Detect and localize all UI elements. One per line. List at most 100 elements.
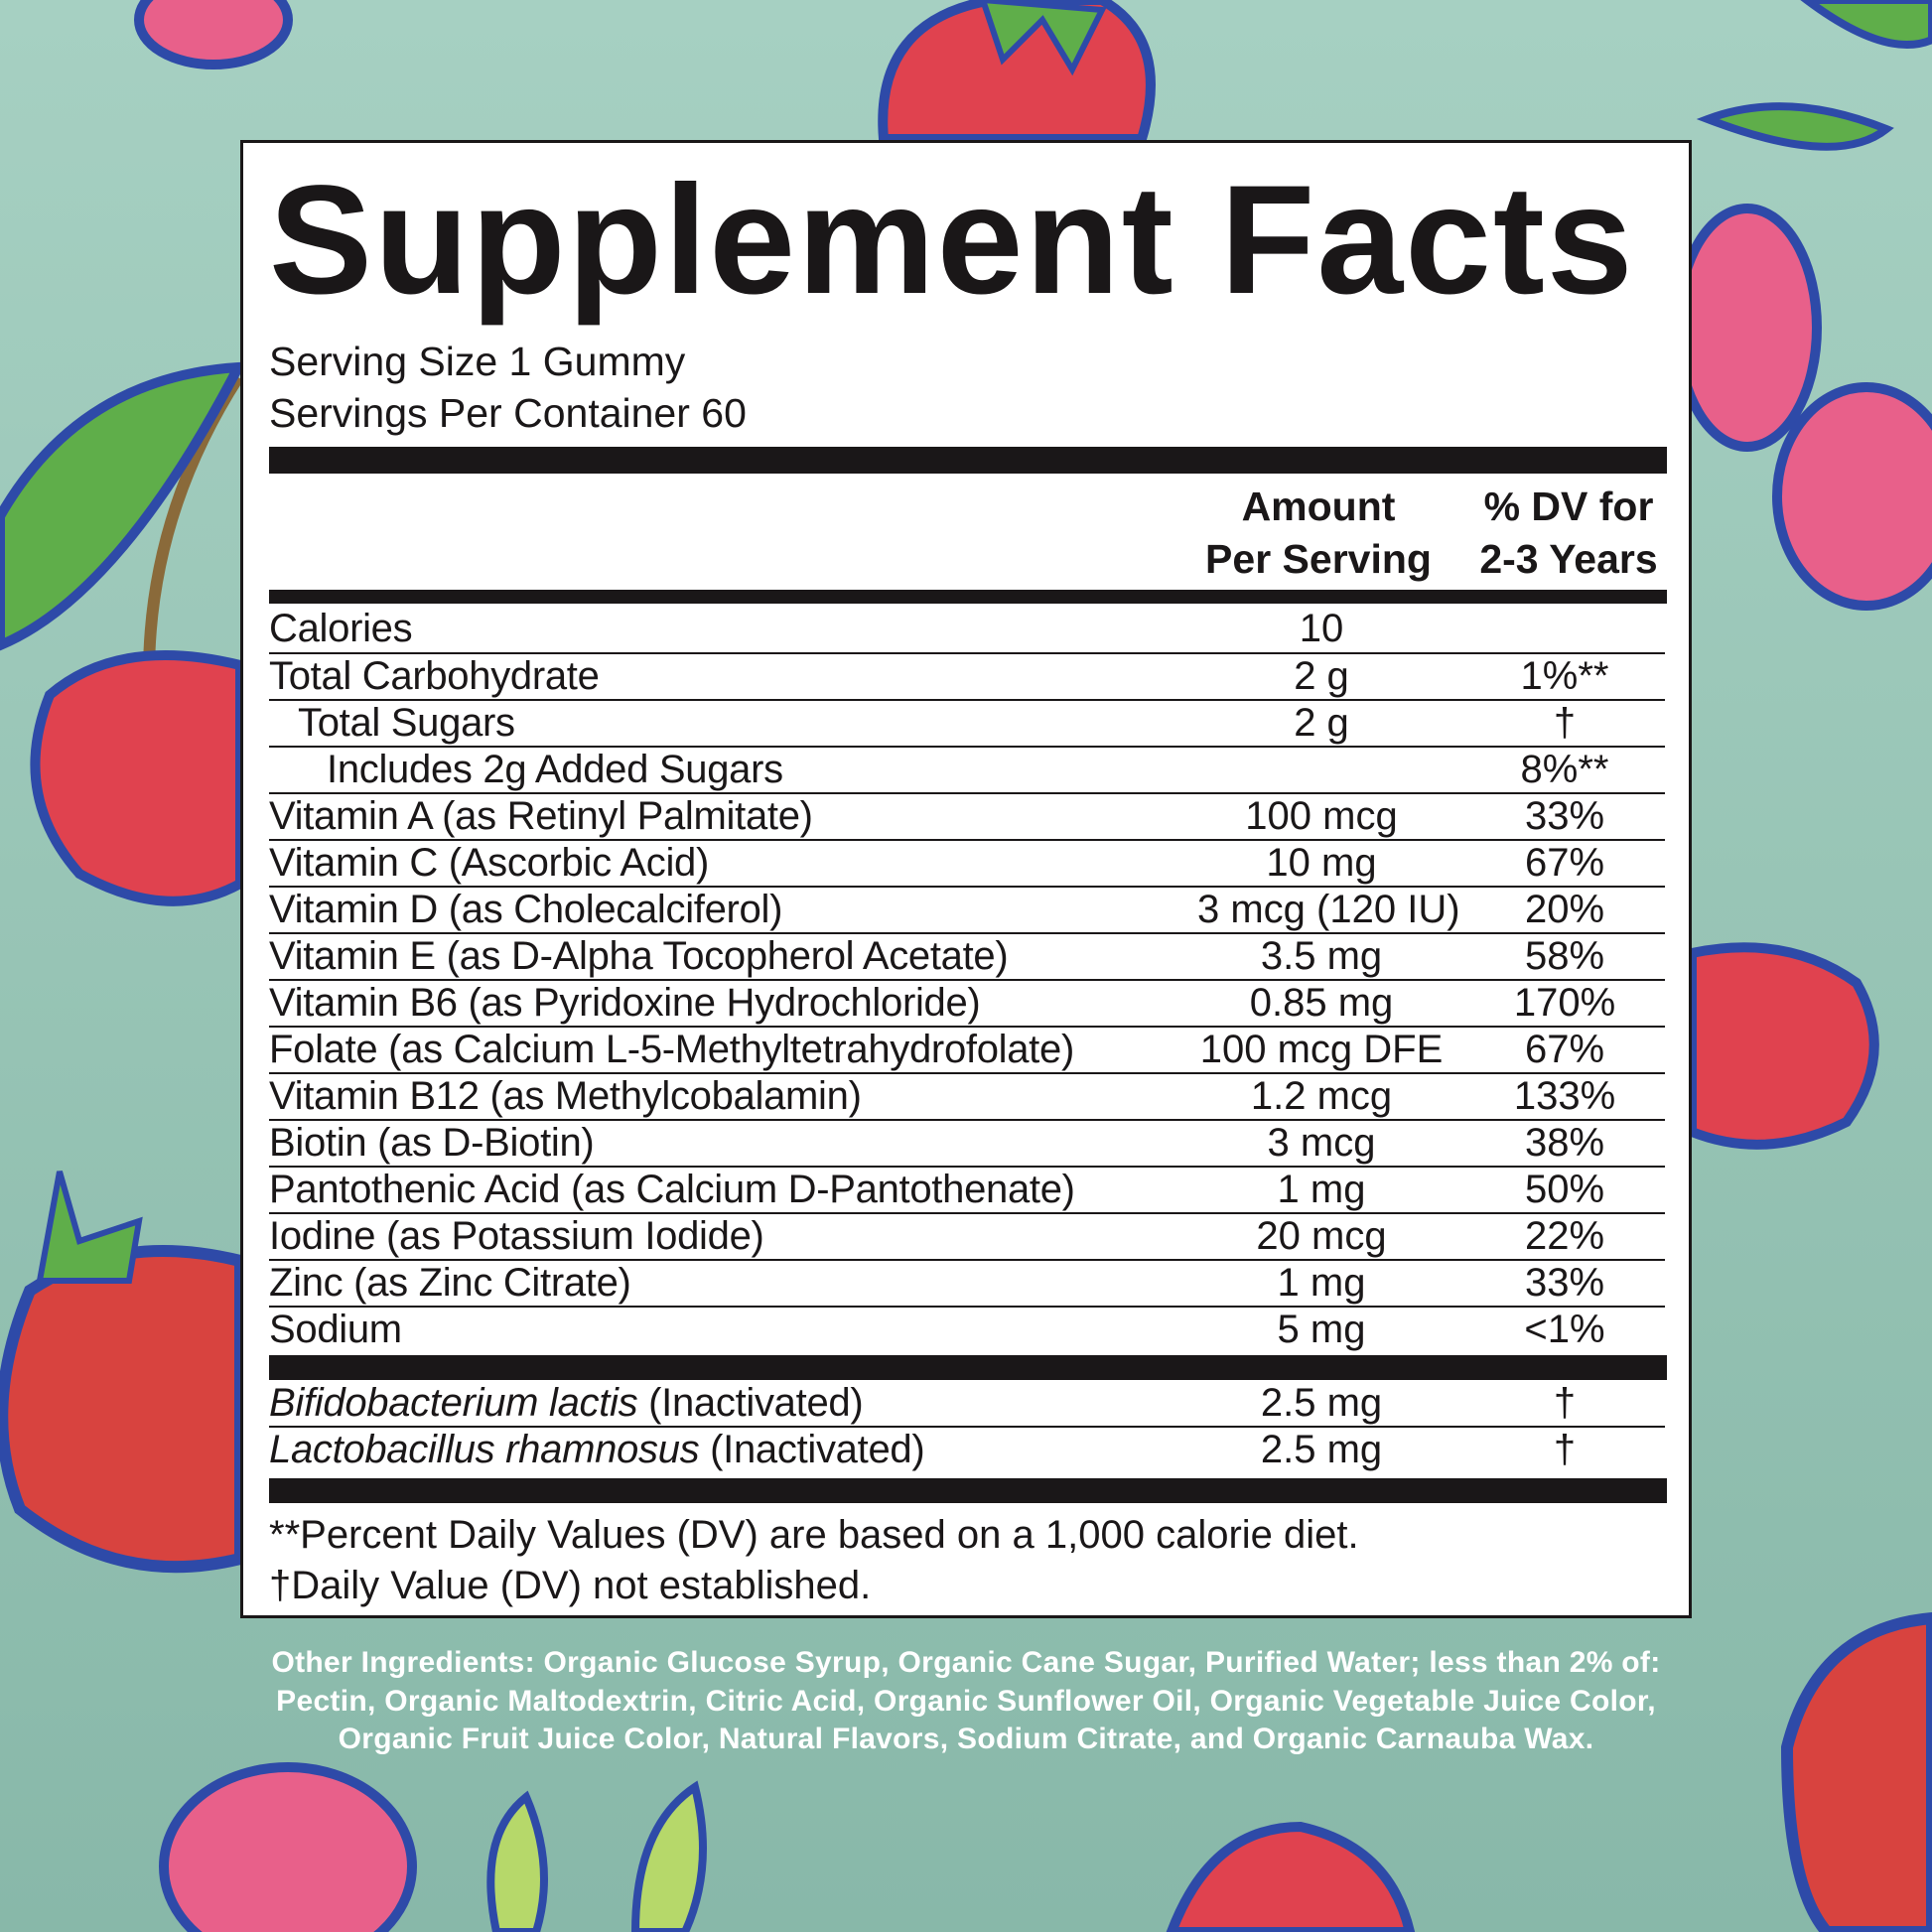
nutrient-name: Biotin (as D-Biotin) bbox=[269, 1121, 595, 1165]
nutrient-name: Vitamin D (as Cholecalciferol) bbox=[269, 888, 783, 931]
percent-daily-value: 170% bbox=[1513, 981, 1616, 1025]
header-line: Amount bbox=[1241, 483, 1396, 529]
percent-daily-value: 38% bbox=[1524, 1121, 1605, 1165]
percent-daily-value: 33% bbox=[1524, 794, 1605, 838]
probiotic-note: (Inactivated) bbox=[637, 1381, 864, 1425]
nutrient-name: Vitamin A (as Retinyl Palmitate) bbox=[269, 794, 813, 838]
nutrient-name: Vitamin E (as D-Alpha Tocopherol Acetate… bbox=[269, 934, 1009, 978]
amount-per-serving: 2.5 mg bbox=[1260, 1428, 1383, 1471]
nutrient-table: Calories 10 Total Carbohydrate 2 g 1%** Total… bbox=[269, 606, 1665, 1352]
percent-daily-value: † bbox=[1553, 1428, 1577, 1471]
nutrient-name: Includes 2g Added Sugars bbox=[327, 748, 783, 791]
header-line: Per Serving bbox=[1205, 536, 1432, 582]
probiotic-species: Bifidobacterium lactis bbox=[269, 1381, 638, 1425]
nutrient-name: Folate (as Calcium L-5-Methyltetrahydrof… bbox=[269, 1028, 1074, 1071]
thick-divider bbox=[269, 1478, 1667, 1503]
table-row: Lactobacillus rhamnosus (Inactivated) 2.5… bbox=[269, 1428, 1665, 1472]
amount-per-serving: 1 mg bbox=[1277, 1168, 1366, 1211]
percent-daily-value: 67% bbox=[1524, 841, 1605, 885]
percent-daily-value: <1% bbox=[1524, 1308, 1605, 1351]
raspberry-right-icon bbox=[1673, 0, 1932, 611]
table-row: Sodium 5 mg <1% bbox=[269, 1308, 1665, 1352]
serving-size: Serving Size 1 Gummy bbox=[269, 339, 686, 384]
amount-per-serving: 100 mcg DFE bbox=[1199, 1028, 1444, 1071]
probiotic-name: Bifidobacterium lactis (Inactivated) bbox=[269, 1381, 864, 1426]
percent-daily-value: 20% bbox=[1524, 888, 1605, 931]
table-row: Vitamin B6 (as Pyridoxine Hydrochloride)… bbox=[269, 981, 1665, 1028]
percent-daily-value: 67% bbox=[1524, 1028, 1605, 1071]
probiotic-note: (Inactivated) bbox=[699, 1428, 925, 1471]
nutrient-name: Calories bbox=[269, 607, 413, 650]
table-row: Total Carbohydrate 2 g 1%** bbox=[269, 654, 1665, 701]
daily-value-header: % DV for 2-3 Years bbox=[1456, 481, 1681, 586]
other-ingredients: Other Ingredients: Organic Glucose Syrup… bbox=[271, 1646, 1661, 1755]
percent-daily-value: † bbox=[1553, 701, 1577, 745]
nutrient-name: Vitamin B6 (as Pyridoxine Hydrochloride) bbox=[269, 981, 981, 1025]
amount-per-serving: 2 g bbox=[1294, 654, 1349, 698]
table-row: Zinc (as Zinc Citrate) 1 mg 33% bbox=[269, 1261, 1665, 1308]
table-row: Calories 10 bbox=[269, 606, 1665, 654]
probiotic-table: Bifidobacterium lactis (Inactivated) 2.5 … bbox=[269, 1381, 1665, 1472]
table-row: Includes 2g Added Sugars 8%** bbox=[269, 748, 1665, 794]
page-title: Supplement Facts bbox=[269, 154, 1635, 327]
raspberry-bottom-left-icon bbox=[159, 1762, 707, 1932]
percent-daily-value: † bbox=[1553, 1381, 1577, 1425]
amount-per-serving: 100 mcg bbox=[1245, 794, 1398, 838]
amount-per-serving: 2.5 mg bbox=[1260, 1381, 1383, 1425]
thick-divider bbox=[269, 590, 1667, 604]
nutrient-name: Zinc (as Zinc Citrate) bbox=[269, 1261, 631, 1305]
table-row: Biotin (as D-Biotin) 3 mcg 38% bbox=[269, 1121, 1665, 1168]
amount-per-serving: 5 mg bbox=[1277, 1308, 1366, 1351]
table-row: Vitamin E (as D-Alpha Tocopherol Acetate… bbox=[269, 934, 1665, 981]
table-row: Pantothenic Acid (as Calcium D-Pantothen… bbox=[269, 1168, 1665, 1214]
thick-divider bbox=[269, 447, 1667, 474]
amount-per-serving: 3 mcg (120 IU) bbox=[1197, 888, 1460, 931]
table-row: Vitamin A (as Retinyl Palmitate) 100 mcg 3… bbox=[269, 794, 1665, 841]
header-line: % DV for bbox=[1483, 483, 1654, 529]
footnote-dv-basis: **Percent Daily Values (DV) are based on… bbox=[269, 1513, 1359, 1557]
footnote-dv-not-established: †Daily Value (DV) not established. bbox=[269, 1564, 872, 1607]
amount-per-serving-header: Amount Per Serving bbox=[1189, 481, 1448, 586]
table-row: Vitamin C (Ascorbic Acid) 10 mg 67% bbox=[269, 841, 1665, 888]
table-row: Folate (as Calcium L-5-Methyltetrahydrof… bbox=[269, 1028, 1665, 1074]
nutrient-name: Vitamin C (Ascorbic Acid) bbox=[269, 841, 710, 885]
thick-divider bbox=[269, 1355, 1667, 1380]
header-line: 2-3 Years bbox=[1479, 536, 1658, 582]
amount-per-serving: 0.85 mg bbox=[1249, 981, 1394, 1025]
amount-per-serving: 10 mg bbox=[1266, 841, 1377, 885]
percent-daily-value: 22% bbox=[1524, 1214, 1605, 1258]
amount-per-serving: 1.2 mcg bbox=[1250, 1074, 1393, 1118]
amount-per-serving: 3 mcg bbox=[1267, 1121, 1376, 1165]
raspberry-top-left-icon bbox=[134, 0, 293, 69]
cherry-right-icon bbox=[1687, 942, 1879, 1150]
nutrient-name: Pantothenic Acid (as Calcium D-Pantothen… bbox=[269, 1168, 1075, 1211]
amount-per-serving: 2 g bbox=[1294, 701, 1349, 745]
table-row: Bifidobacterium lactis (Inactivated) 2.5 … bbox=[269, 1381, 1665, 1428]
cherry-left-icon bbox=[0, 361, 247, 906]
probiotic-name: Lactobacillus rhamnosus (Inactivated) bbox=[269, 1428, 925, 1472]
probiotic-species: Lactobacillus rhamnosus bbox=[269, 1428, 700, 1471]
strawberry-bottom-right-icon bbox=[1780, 1611, 1932, 1932]
amount-per-serving: 20 mcg bbox=[1256, 1214, 1387, 1258]
nutrient-name: Vitamin B12 (as Methylcobalamin) bbox=[269, 1074, 862, 1118]
table-row: Total Sugars 2 g † bbox=[269, 701, 1665, 748]
nutrient-name: Sodium bbox=[269, 1308, 402, 1351]
strawberry-top-icon bbox=[878, 0, 1156, 144]
percent-daily-value: 58% bbox=[1524, 934, 1605, 978]
table-row: Vitamin B12 (as Methylcobalamin) 1.2 mcg 1… bbox=[269, 1074, 1665, 1121]
amount-per-serving: 1 mg bbox=[1277, 1261, 1366, 1305]
percent-daily-value: 1%** bbox=[1520, 654, 1609, 698]
percent-daily-value: 8%** bbox=[1520, 748, 1609, 791]
percent-daily-value: 33% bbox=[1524, 1261, 1605, 1305]
table-row: Vitamin D (as Cholecalciferol) 3 mcg (120… bbox=[269, 888, 1665, 934]
supplement-facts-panel: Supplement Facts Serving Size 1 Gummy Se… bbox=[240, 140, 1692, 1618]
cherry-bottom-icon bbox=[1166, 1821, 1416, 1932]
strawberry-left-icon bbox=[0, 1171, 246, 1574]
servings-per-container: Servings Per Container 60 bbox=[269, 390, 747, 436]
percent-daily-value: 133% bbox=[1513, 1074, 1616, 1118]
amount-per-serving: 10 bbox=[1299, 607, 1344, 650]
amount-per-serving: 3.5 mg bbox=[1260, 934, 1383, 978]
table-row: Iodine (as Potassium Iodide) 20 mcg 22% bbox=[269, 1214, 1665, 1261]
nutrient-name: Total Carbohydrate bbox=[269, 654, 600, 698]
